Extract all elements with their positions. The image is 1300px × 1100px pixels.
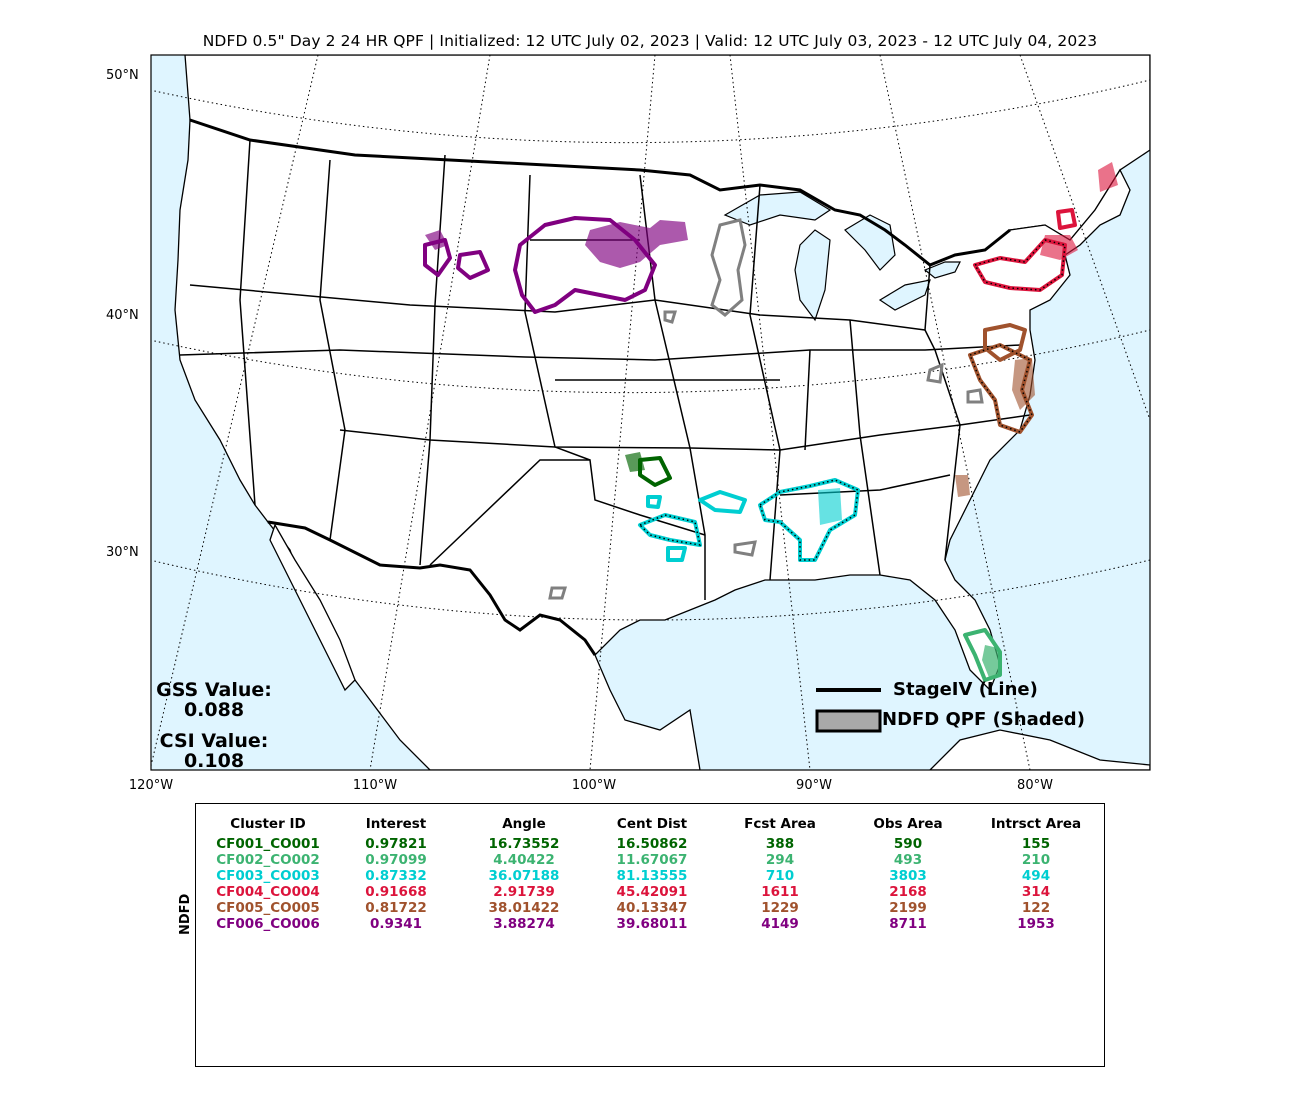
table-cell: 314 bbox=[1021, 884, 1051, 900]
table-cell: 3803 bbox=[889, 868, 927, 884]
lat-label-30: 30°N bbox=[106, 545, 139, 560]
table-cell: CF005_CO005 bbox=[216, 900, 320, 916]
legend-shaded-label: NDFD QPF (Shaded) bbox=[882, 709, 1085, 730]
lon-label-100: 100°W bbox=[571, 778, 617, 793]
obs-object-cf004b bbox=[1056, 208, 1077, 230]
table-cell: 122 bbox=[1021, 900, 1051, 916]
obs-object-cf006 bbox=[513, 216, 657, 314]
table-cell: 4.40422 bbox=[493, 852, 555, 868]
csi-score: CSI Value: 0.108 bbox=[150, 731, 278, 771]
table-cell: 8711 bbox=[889, 916, 927, 932]
table-row: CF006_CO006 0.9341 3.88274 39.68011 4149 8711… bbox=[204, 916, 1100, 932]
stats-table-panel: Cluster ID Interest Angle Cent Dist Fcst Are… bbox=[195, 803, 1105, 1067]
table-row: CF002_CO002 0.97099 4.40422 11.67067 294 493 2… bbox=[204, 852, 1100, 868]
table-cell: 710 bbox=[765, 868, 795, 884]
table-header-intrsct-area: Intrsct Area bbox=[990, 816, 1082, 832]
lon-label-110: 110°W bbox=[352, 778, 398, 793]
table-cell: 0.9341 bbox=[369, 916, 423, 932]
table-header-obs-area: Obs Area bbox=[873, 816, 943, 832]
obs-object-cf003d bbox=[646, 495, 662, 509]
table-cell: 0.87332 bbox=[365, 868, 427, 884]
table-header-interest: Interest bbox=[365, 816, 427, 832]
obs-object-cf003b bbox=[698, 490, 747, 514]
table-cell: 0.81722 bbox=[365, 900, 427, 916]
table-cell: 2199 bbox=[889, 900, 927, 916]
table-cell: 3.88274 bbox=[493, 916, 555, 932]
matched-overlays bbox=[638, 239, 1066, 561]
table-cell: 0.91668 bbox=[365, 884, 427, 900]
obs-unmatched-objects bbox=[548, 218, 984, 600]
table-cell: 4149 bbox=[761, 916, 799, 932]
fcst-object-cf004b bbox=[1098, 162, 1118, 192]
table-cell: 155 bbox=[1021, 836, 1051, 852]
lon-label-120: 120°W bbox=[128, 778, 174, 793]
obs-object-cf004 bbox=[973, 238, 1067, 292]
table-header-cluster-id: Cluster ID bbox=[230, 816, 306, 832]
table-cell: 36.07188 bbox=[488, 868, 560, 884]
obs-object-cf002 bbox=[963, 628, 1002, 682]
table-cell: 38.01422 bbox=[488, 900, 560, 916]
table-cell: 210 bbox=[1021, 852, 1051, 868]
table-cell: CF001_CO001 bbox=[216, 836, 320, 852]
figure-title: NDFD 0.5" Day 2 24 HR QPF | Initialized:… bbox=[202, 32, 1098, 50]
stats-table: Cluster ID Interest Angle Cent Dist Fcst Are… bbox=[204, 816, 1100, 932]
table-cell: 493 bbox=[893, 852, 923, 868]
table-cell: 1611 bbox=[761, 884, 799, 900]
fcst-object-cf003 bbox=[818, 488, 842, 525]
lon-label-80: 80°W bbox=[1017, 778, 1053, 793]
table-header-fcst-area: Fcst Area bbox=[744, 816, 816, 832]
table-cell: 2.91739 bbox=[493, 884, 555, 900]
lat-label-40: 40°N bbox=[106, 308, 139, 323]
table-cell: CF006_CO006 bbox=[216, 916, 320, 932]
table-ylabel: NDFD bbox=[178, 893, 193, 935]
gss-score: GSS Value: 0.088 bbox=[150, 680, 278, 720]
table-cell: 16.73552 bbox=[488, 836, 560, 852]
lon-label-90: 90°W bbox=[796, 778, 832, 793]
table-cell: 0.97099 bbox=[365, 852, 427, 868]
table-cell: 2168 bbox=[889, 884, 927, 900]
obs-object-cf006b bbox=[423, 238, 452, 277]
legend-line-label: StageIV (Line) bbox=[893, 679, 1038, 700]
table-row: CF003_CO003 0.87332 36.07188 81.13555 710 380… bbox=[204, 868, 1100, 884]
table-cell: 590 bbox=[893, 836, 923, 852]
legend-shaded-swatch bbox=[815, 709, 882, 733]
great-lakes bbox=[723, 191, 961, 322]
table-cell: 294 bbox=[765, 852, 795, 868]
table-cell: CF003_CO003 bbox=[216, 868, 320, 884]
fcst-object-cf005b bbox=[955, 475, 970, 497]
gss-label: GSS Value: bbox=[156, 679, 272, 701]
obs-object-cf003e bbox=[666, 546, 687, 562]
table-cell: 388 bbox=[765, 836, 795, 852]
table-header-cent-dist: Cent Dist bbox=[616, 816, 688, 832]
table-cell: 1953 bbox=[1017, 916, 1055, 932]
fcst-object-cf002 bbox=[982, 645, 1002, 680]
fcst-object-cf006b bbox=[425, 230, 448, 250]
csi-label: CSI Value: bbox=[159, 730, 269, 752]
map-frame bbox=[150, 54, 1151, 771]
obs-object-cf006c bbox=[456, 250, 490, 280]
table-cell: CF002_CO002 bbox=[216, 852, 320, 868]
lat-label-50: 50°N bbox=[106, 68, 139, 83]
csi-value: 0.108 bbox=[183, 750, 245, 772]
table-header-angle: Angle bbox=[502, 816, 546, 832]
table-cell: 494 bbox=[1021, 868, 1051, 884]
obs-object-cf001 bbox=[638, 456, 672, 487]
table-cell: 45.42091 bbox=[616, 884, 688, 900]
table-cell: 16.50862 bbox=[616, 836, 688, 852]
table-row: CF005_CO005 0.81722 38.01422 40.13347 1229 21… bbox=[204, 900, 1100, 916]
table-cell: 39.68011 bbox=[616, 916, 688, 932]
table-cell: CF004_CO004 bbox=[216, 884, 320, 900]
table-cell: 11.67067 bbox=[616, 852, 688, 868]
country-border bbox=[189, 118, 1011, 656]
table-row: CF001_CO001 0.97821 16.73552 16.50862 388 590… bbox=[204, 836, 1100, 852]
table-cell: 81.13555 bbox=[616, 868, 688, 884]
table-row: CF004_CO004 0.91668 2.91739 45.42091 1611 216… bbox=[204, 884, 1100, 900]
gss-value: 0.088 bbox=[183, 699, 245, 721]
table-cell: 0.97821 bbox=[365, 836, 427, 852]
table-cell: 40.13347 bbox=[616, 900, 688, 916]
table-header-row: Cluster ID Interest Angle Cent Dist Fcst Are… bbox=[204, 816, 1100, 836]
conus-map bbox=[150, 54, 1151, 771]
table-cell: 1229 bbox=[761, 900, 799, 916]
land-mass bbox=[174, 55, 1150, 770]
